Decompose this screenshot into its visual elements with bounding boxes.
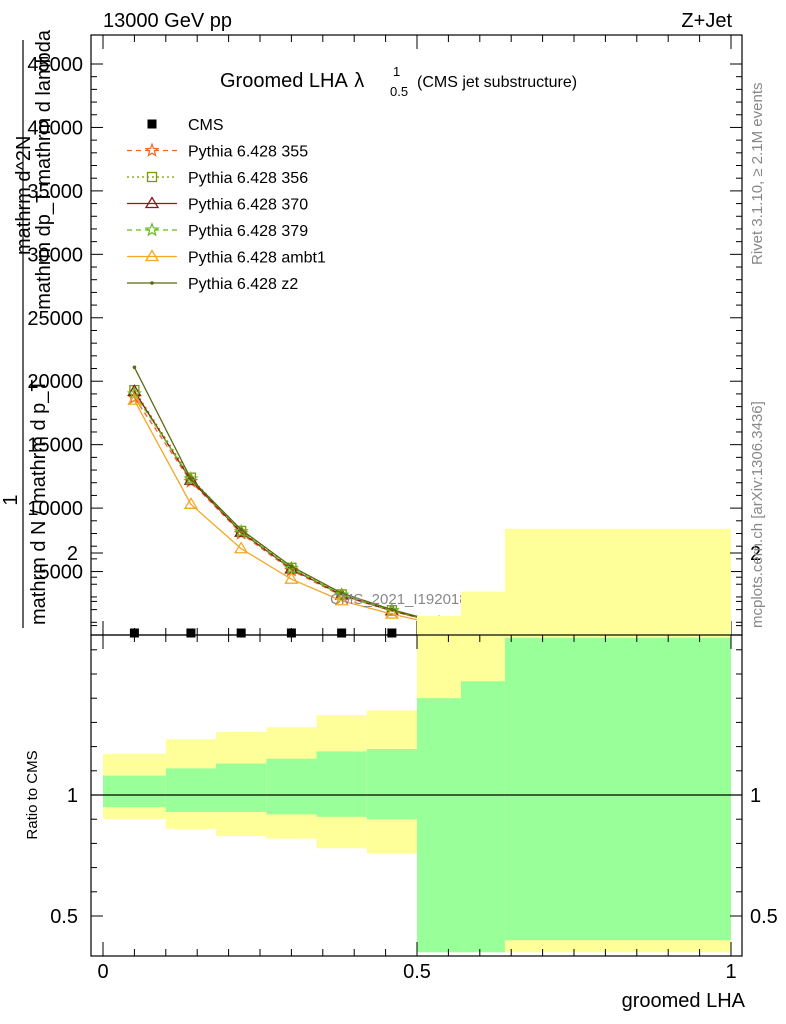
ratio-band-stat bbox=[165, 768, 217, 812]
legend-marker bbox=[147, 119, 157, 129]
main-ytick-label: 10000 bbox=[27, 498, 83, 520]
ratio-ytick-label-left: 0.5 bbox=[50, 906, 78, 928]
ratio-ytick-label-right: 2 bbox=[750, 543, 761, 565]
data-point bbox=[234, 541, 249, 554]
legend-item-pythia-6-428-z2: Pythia 6.428 z2 bbox=[127, 276, 298, 293]
header-right: Z+Jet bbox=[681, 10, 732, 32]
data-point bbox=[236, 628, 246, 638]
legend-item-pythia-6-428-355: Pythia 6.428 355 bbox=[127, 142, 308, 161]
main-ytick-label: 25000 bbox=[27, 308, 83, 330]
legend-marker bbox=[144, 196, 160, 209]
ratio-ytick-label-left: 2 bbox=[67, 543, 78, 565]
legend-marker bbox=[150, 281, 154, 285]
x-axis-label: groomed LHA bbox=[622, 990, 746, 1012]
data-point bbox=[126, 385, 142, 401]
legend-item-cms: CMS bbox=[147, 117, 224, 134]
ratio-ytick-label-right: 0.5 bbox=[750, 906, 778, 928]
main-y-axis: 5000 10000 15000 20000 25000 30000 35000 40000 4… bbox=[27, 54, 742, 623]
title-sup: 1 bbox=[393, 64, 400, 79]
legend-label: Pythia 6.428 355 bbox=[188, 144, 308, 161]
xtick-label: 1 bbox=[725, 961, 736, 983]
legend-marker bbox=[144, 249, 160, 262]
ratio-band-stat bbox=[316, 751, 367, 817]
ratio-band-stat bbox=[103, 775, 166, 808]
title-lambda: λ bbox=[354, 70, 364, 92]
data-point bbox=[339, 591, 344, 595]
legend: CMS Pythia 6.428 355 Pythia 6.428 356 Pythi… bbox=[127, 117, 326, 293]
legend-label: Pythia 6.428 ambt1 bbox=[188, 250, 326, 267]
legend-item-pythia-6-428-356: Pythia 6.428 356 bbox=[127, 170, 308, 187]
data-point bbox=[183, 470, 199, 486]
data-point bbox=[384, 606, 400, 619]
title-suffix: (CMS jet substructure) bbox=[417, 74, 577, 91]
main-ytick-label: 40000 bbox=[27, 117, 83, 139]
data-point bbox=[127, 392, 142, 405]
data-point bbox=[289, 564, 294, 569]
ylabel-part-3: mathrm d N / mathrm d p_T bbox=[28, 379, 50, 625]
legend-label: Pythia 6.428 379 bbox=[188, 223, 308, 240]
ratio-band-stat bbox=[216, 763, 267, 812]
data-point bbox=[233, 523, 249, 539]
legend-marker bbox=[144, 222, 160, 237]
ratio-band-stat bbox=[460, 681, 505, 953]
rivet-label: Rivet 3.1.10, ≥ 2.1M events bbox=[749, 83, 766, 266]
legend-marker bbox=[146, 171, 158, 183]
title-sub: 0.5 bbox=[390, 84, 408, 99]
ratio-ytick-label-right: 1 bbox=[750, 785, 761, 807]
main-ytick-label: 5000 bbox=[39, 562, 84, 584]
ratio-band-stat bbox=[504, 637, 731, 941]
ylabel-part-1: mathrm dp_T mathrm d lambda bbox=[33, 29, 55, 310]
data-point bbox=[183, 497, 199, 509]
data-point bbox=[129, 628, 139, 638]
legend-marker bbox=[144, 142, 160, 157]
ratio-band-stat bbox=[417, 698, 461, 953]
legend-item-pythia-6-428-ambt1: Pythia 6.428 ambt1 bbox=[127, 249, 326, 267]
main-ytick-label: 35000 bbox=[27, 181, 83, 203]
ratio-y-axis: 0.5 0.5 1 1 2 2 bbox=[50, 543, 778, 928]
data-point bbox=[334, 593, 349, 606]
legend-label: Pythia 6.428 z2 bbox=[188, 276, 298, 293]
legend-item-pythia-6-428-370: Pythia 6.428 370 bbox=[127, 196, 308, 214]
header-left: 13000 GeV pp bbox=[103, 10, 232, 32]
ratio-x-axis: 0 0.5 1 bbox=[97, 635, 737, 983]
data-point bbox=[239, 527, 243, 532]
legend-label: Pythia 6.428 370 bbox=[188, 197, 308, 214]
data-point bbox=[286, 628, 296, 638]
title-text: Groomed LHA bbox=[220, 70, 348, 92]
data-point bbox=[390, 607, 394, 612]
xtick-label: 0 bbox=[97, 961, 108, 983]
data-point bbox=[283, 560, 299, 575]
mcplots-label: mcplots.cern.ch [arXiv:1306.3436] bbox=[749, 401, 766, 628]
legend-label: Pythia 6.428 356 bbox=[188, 170, 308, 187]
data-point bbox=[186, 628, 196, 638]
legend-item-pythia-6-428-379: Pythia 6.428 379 bbox=[127, 222, 308, 240]
main-ytick-label: 20000 bbox=[27, 371, 83, 393]
ylabel-part-2: 1 bbox=[0, 494, 22, 505]
data-point bbox=[337, 628, 347, 638]
ratio-y-label: Ratio to CMS bbox=[24, 750, 41, 839]
ratio-bands bbox=[103, 528, 731, 953]
ratio-band-stat bbox=[366, 749, 417, 820]
main-ytick-label: 30000 bbox=[27, 244, 83, 266]
svg-text:Groomed LHA λ: Groomed LHA λ bbox=[220, 70, 364, 92]
ratio-band-stat bbox=[266, 758, 317, 815]
data-point bbox=[334, 587, 350, 602]
main-ytick-label: 15000 bbox=[27, 435, 83, 457]
main-title: Groomed LHA λ 1 0.5 (CMS jet substructur… bbox=[220, 64, 577, 99]
ylabel-part-0: mathrm d^2N bbox=[13, 136, 35, 255]
data-point bbox=[132, 365, 137, 370]
data-point bbox=[189, 477, 193, 481]
main-ytick-label: 45000 bbox=[27, 54, 83, 76]
data-point bbox=[387, 628, 397, 638]
data-point bbox=[284, 571, 299, 584]
legend-label: CMS bbox=[188, 117, 224, 134]
ratio-ytick-label-left: 1 bbox=[67, 785, 78, 807]
main-y-label: mathrm d^2N mathrm dp_T mathrm d lambda … bbox=[0, 29, 55, 628]
xtick-label: 0.5 bbox=[403, 961, 431, 983]
watermark: CMS_2021_I1920187 bbox=[330, 591, 476, 608]
